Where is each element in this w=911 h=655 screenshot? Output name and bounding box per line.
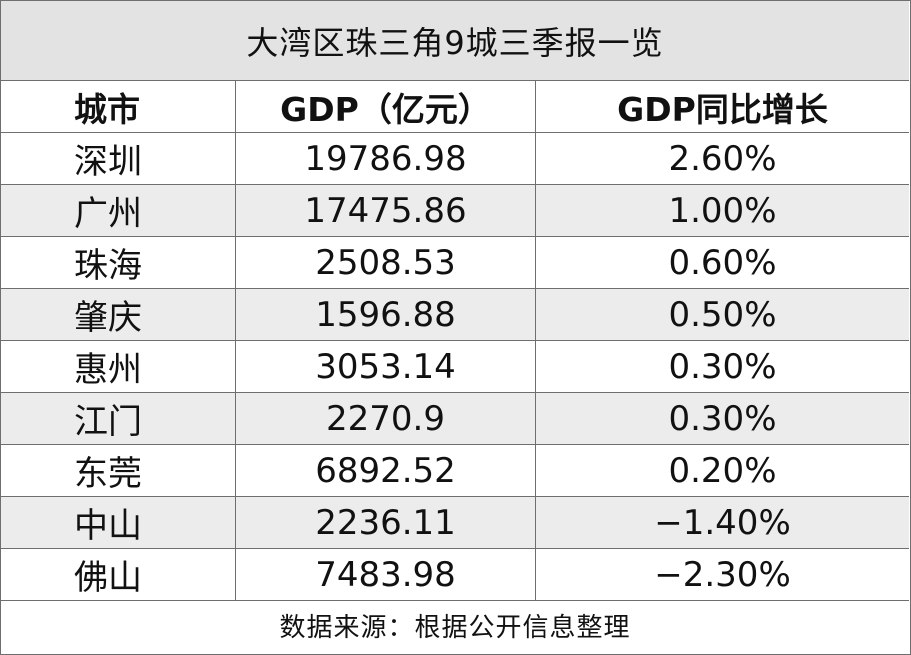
table-row: 深圳 19786.98 2.60%: [1, 133, 909, 185]
city-cell: 肇庆: [1, 289, 236, 340]
growth-cell: 0.20%: [668, 450, 777, 491]
city-cell: 中山: [1, 497, 236, 548]
header-row: 城市 GDP（亿元） GDP同比增长: [1, 81, 909, 133]
growth-cell: 0.50%: [668, 294, 777, 335]
city-cell: 东莞: [1, 445, 236, 496]
table-row: 惠州 3053.14 0.30%: [1, 341, 909, 393]
city-cell: 珠海: [1, 237, 236, 288]
gdp-cell: 1596.88: [236, 289, 536, 340]
table-row: 珠海 2508.53 0.60%: [1, 237, 909, 289]
header-city: 城市: [1, 81, 236, 132]
table-row: 江门 2270.9 0.30%: [1, 393, 909, 445]
header-gdp: GDP（亿元）: [236, 81, 536, 132]
growth-cell: −2.30%: [654, 554, 791, 595]
table-row: 中山 2236.11 −1.40%: [1, 497, 909, 549]
table-row: 东莞 6892.52 0.20%: [1, 445, 909, 497]
growth-cell: 0.30%: [668, 346, 777, 387]
gdp-cell: 2236.11: [236, 497, 536, 548]
city-cell: 深圳: [1, 133, 236, 184]
city-cell: 广州: [1, 185, 236, 236]
city-cell: 江门: [1, 393, 236, 444]
gdp-cell: 3053.14: [236, 341, 536, 392]
growth-cell: 0.60%: [668, 242, 777, 283]
header-growth: GDP同比增长: [617, 89, 828, 129]
city-cell: 惠州: [1, 341, 236, 392]
growth-cell: 1.00%: [668, 190, 777, 231]
growth-cell: 0.30%: [668, 398, 777, 439]
gdp-cell: 7483.98: [236, 549, 536, 600]
gdp-cell: 19786.98: [236, 133, 536, 184]
table-title: 大湾区珠三角9城三季报一览: [1, 1, 909, 81]
city-cell: 佛山: [1, 549, 236, 600]
gdp-cell: 2270.9: [236, 393, 536, 444]
table-row: 肇庆 1596.88 0.50%: [1, 289, 909, 341]
table-row: 佛山 7483.98 −2.30%: [1, 549, 909, 601]
growth-cell: 2.60%: [668, 138, 777, 179]
gdp-cell: 6892.52: [236, 445, 536, 496]
growth-cell: −1.40%: [654, 502, 791, 543]
source-note: 数据来源：根据公开信息整理: [279, 613, 631, 643]
gdp-cell: 17475.86: [236, 185, 536, 236]
gdp-cell: 2508.53: [236, 237, 536, 288]
table-row: 广州 17475.86 1.00%: [1, 185, 909, 237]
